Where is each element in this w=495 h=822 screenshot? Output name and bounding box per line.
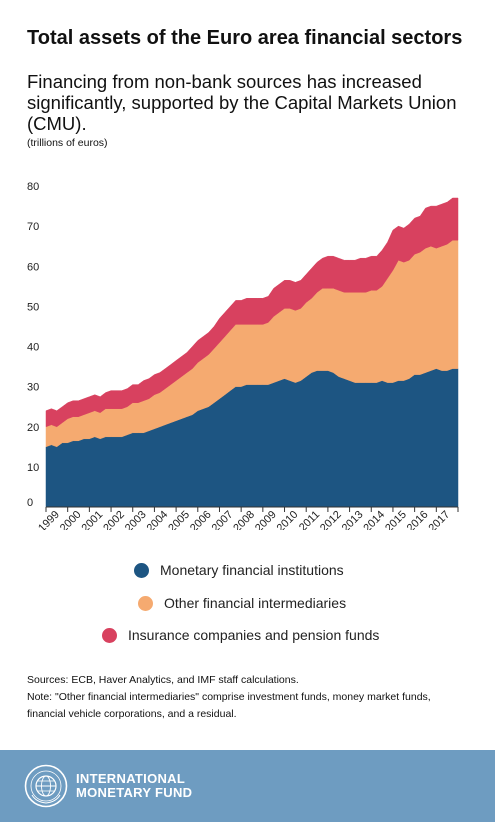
y-tick-label: 20 <box>27 422 39 434</box>
sources-text: Sources: ECB, Haver Analytics, and IMF s… <box>27 674 299 686</box>
legend-label: Other financial intermediaries <box>164 595 347 611</box>
y-tick-label: 50 <box>27 301 39 313</box>
legend-item-mfi: Monetary financial institutions <box>134 560 344 580</box>
note-text: Note: "Other financial intermediaries" c… <box>27 691 431 720</box>
area-series-insurance-companies-and-pension-funds <box>45 197 459 428</box>
y-tick-label: 70 <box>27 221 39 233</box>
area-layers <box>45 197 459 508</box>
org-name-line1: INTERNATIONAL <box>76 771 186 786</box>
legend-label: Insurance companies and pension funds <box>128 627 380 643</box>
y-tick-label: 80 <box>27 181 39 193</box>
legend-item-ofi: Other financial intermediaries <box>138 593 346 613</box>
x-tick-label: 2017 <box>426 509 452 530</box>
y-axis-ticks: 0 10 20 30 40 50 60 70 80 <box>27 181 39 509</box>
x-axis-ticks: 1999200020012002200320042005200620072008… <box>36 507 459 530</box>
legend-item-icpf: Insurance companies and pension funds <box>102 625 379 645</box>
area-series-monetary-financial-institutions <box>45 368 459 508</box>
x-tick-label: 2010 <box>275 509 301 530</box>
chart-subtitle: Financing from non-bank sources has incr… <box>27 71 457 134</box>
legend-label: Monetary financial institutions <box>160 562 344 578</box>
y-tick-label: 40 <box>27 342 39 354</box>
y-tick-label: 10 <box>27 462 39 474</box>
org-name-line2: MONETARY FUND <box>76 785 193 800</box>
stacked-area-chart: 1999200020012002200320042005200620072008… <box>27 181 459 530</box>
source-notes: Sources: ECB, Haver Analytics, and IMF s… <box>27 672 472 723</box>
legend-swatch-icon <box>138 595 153 611</box>
footer-bar: INTERNATIONAL MONETARY FUND <box>0 750 495 822</box>
legend: Monetary financial institutions Other fi… <box>0 560 495 650</box>
y-tick-label: 60 <box>27 261 39 273</box>
org-name: INTERNATIONAL MONETARY FUND <box>76 772 192 800</box>
y-tick-label: 0 <box>27 497 33 509</box>
imf-seal-icon <box>24 764 68 808</box>
units-label: (trillions of euros) <box>27 137 108 149</box>
legend-swatch-icon <box>102 627 117 643</box>
chart-title: Total assets of the Euro area financial … <box>27 27 463 49</box>
legend-swatch-icon <box>134 562 149 578</box>
y-tick-label: 30 <box>27 382 39 394</box>
